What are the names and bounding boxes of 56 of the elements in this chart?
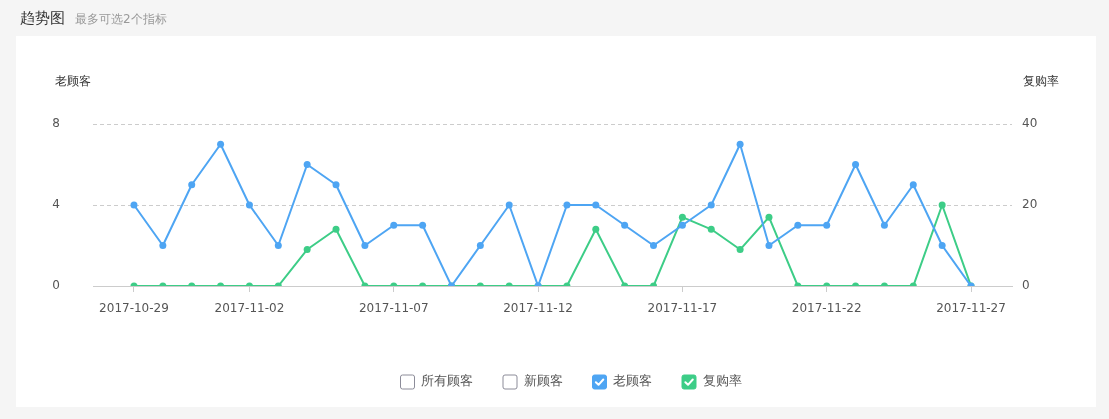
point (678, 213, 686, 221)
x-tick-label: 2017-10-29 (99, 301, 169, 316)
point (707, 201, 715, 209)
point (650, 242, 658, 249)
point (621, 221, 629, 229)
point (361, 242, 369, 249)
point (303, 246, 311, 254)
point (505, 201, 513, 209)
point (794, 221, 802, 229)
point (736, 140, 744, 148)
x-tick-label: 2017-11-27 (936, 301, 1006, 316)
point (419, 221, 427, 229)
legend-label: 所有顾客 (421, 373, 473, 389)
legend-label: 老顾客 (613, 373, 652, 389)
point (592, 225, 600, 233)
y-tick-label: 4 (52, 197, 60, 212)
point (765, 242, 773, 249)
x-tick-label: 2017-11-17 (647, 301, 718, 316)
x-tick-label: 2017-11-07 (358, 301, 429, 316)
point (274, 242, 282, 249)
point (159, 242, 167, 249)
point (852, 161, 860, 168)
point (217, 140, 225, 148)
point (188, 181, 196, 189)
point (678, 221, 686, 229)
point (938, 201, 946, 209)
point (476, 242, 484, 249)
point (736, 246, 744, 254)
y2-tick-label: 20 (1022, 197, 1038, 212)
y2-tick-label: 0 (1022, 278, 1030, 293)
point (880, 221, 888, 229)
y2-tick-label: 40 (1022, 116, 1038, 131)
point (563, 201, 571, 209)
point (332, 181, 340, 189)
point (765, 213, 773, 221)
point (592, 201, 600, 209)
point (390, 221, 398, 229)
point (909, 181, 917, 189)
x-tick-label: 2017-11-22 (791, 301, 862, 316)
point (130, 201, 138, 209)
point (823, 221, 831, 229)
chart-subtitle: 最多可选2个指标 (75, 12, 167, 26)
legend-label: 新顾客 (523, 373, 563, 389)
y-tick-label: 0 (52, 278, 60, 293)
chart-title: 趋势图 (20, 9, 65, 27)
y-axis-title: 老顾客 (55, 74, 91, 89)
x-tick-label: 2017-11-12 (503, 301, 573, 316)
point (245, 201, 253, 209)
legend-label: 复购率 (702, 373, 742, 389)
point (707, 225, 715, 233)
point (938, 242, 946, 249)
point (332, 225, 340, 233)
y-tick-label: 8 (52, 116, 60, 131)
point (303, 161, 311, 168)
y2-axis-title: 复购率 (1023, 74, 1059, 89)
x-tick-label: 2017-11-02 (214, 301, 285, 316)
